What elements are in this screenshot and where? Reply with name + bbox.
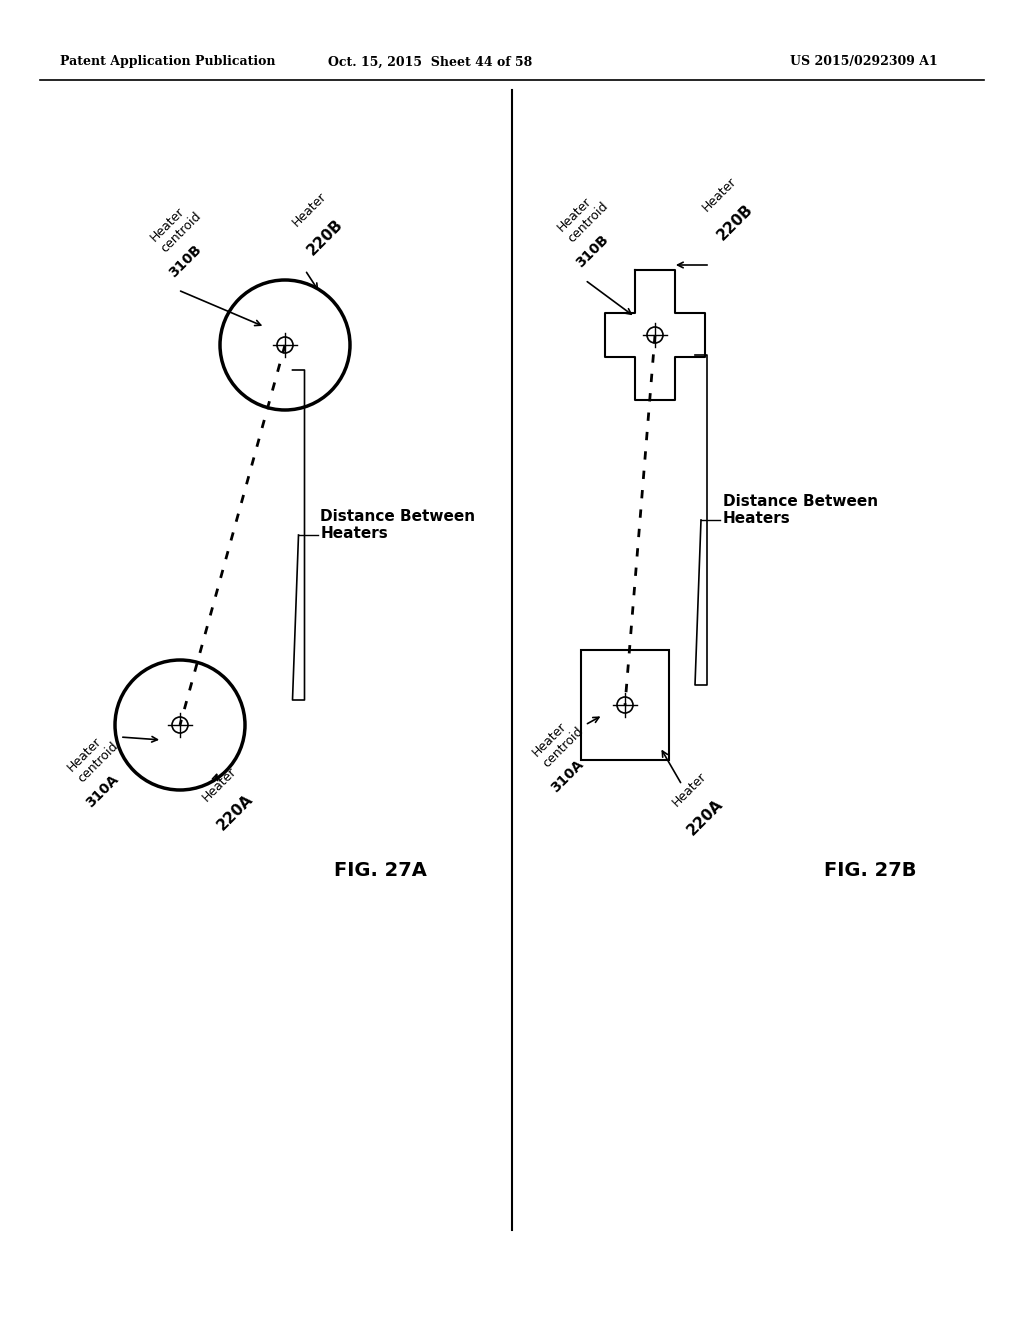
Text: Heater
centroid: Heater centroid	[555, 189, 611, 244]
Text: FIG. 27A: FIG. 27A	[334, 861, 426, 879]
Text: 310A: 310A	[83, 772, 121, 810]
Bar	[581, 649, 669, 760]
Text: Heater: Heater	[200, 764, 240, 804]
Text: 220A: 220A	[684, 797, 726, 838]
Text: Heater
centroid: Heater centroid	[530, 714, 586, 770]
Text: 310B: 310B	[573, 232, 611, 269]
Text: Heater: Heater	[670, 770, 710, 809]
Text: Patent Application Publication: Patent Application Publication	[60, 55, 275, 69]
Text: FIG. 27B: FIG. 27B	[823, 861, 916, 879]
Text: 220A: 220A	[214, 792, 256, 834]
Text: US 2015/0292309 A1: US 2015/0292309 A1	[790, 55, 938, 69]
Text: 220B: 220B	[304, 216, 345, 259]
Text: Heater
centroid: Heater centroid	[65, 729, 121, 785]
Text: 220B: 220B	[714, 202, 756, 244]
Text: Heater
centroid: Heater centroid	[148, 198, 204, 255]
Text: Oct. 15, 2015  Sheet 44 of 58: Oct. 15, 2015 Sheet 44 of 58	[328, 55, 532, 69]
Text: 310A: 310A	[548, 756, 586, 795]
Text: Heater: Heater	[700, 174, 739, 214]
Text: 310B: 310B	[166, 242, 204, 280]
Text: Distance Between
Heaters: Distance Between Heaters	[723, 494, 879, 527]
Text: Distance Between
Heaters: Distance Between Heaters	[321, 508, 475, 541]
Text: Heater: Heater	[290, 190, 330, 230]
